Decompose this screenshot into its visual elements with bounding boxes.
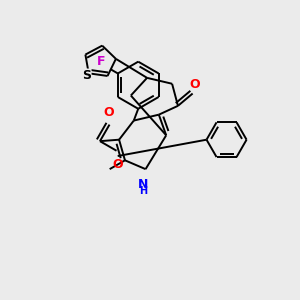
Text: S: S bbox=[82, 69, 91, 82]
Text: H: H bbox=[139, 186, 147, 196]
Text: O: O bbox=[112, 158, 123, 171]
Text: O: O bbox=[103, 106, 114, 119]
Text: N: N bbox=[138, 178, 148, 191]
Text: F: F bbox=[97, 55, 105, 68]
Text: O: O bbox=[190, 78, 200, 91]
